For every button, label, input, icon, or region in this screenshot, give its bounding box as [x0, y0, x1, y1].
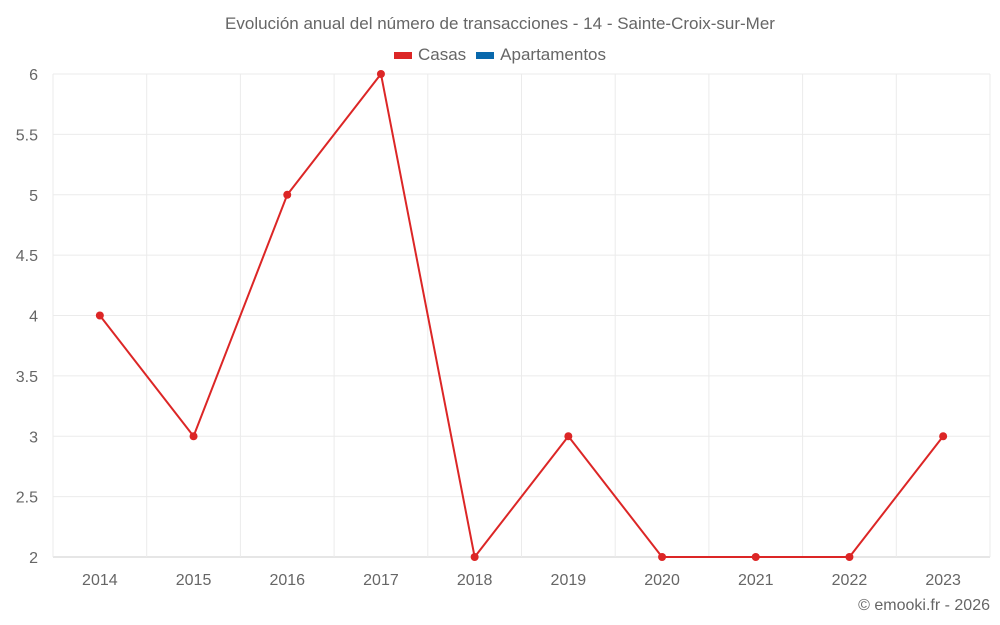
y-tick-label: 3.5 — [16, 369, 38, 386]
data-point — [564, 432, 573, 441]
data-point — [939, 432, 948, 441]
data-point — [283, 190, 292, 199]
data-point — [658, 553, 667, 561]
data-point — [470, 553, 479, 561]
x-tick-label: 2021 — [738, 572, 774, 589]
y-tick-label: 2.5 — [16, 490, 38, 507]
x-tick-label: 2017 — [363, 572, 399, 589]
legend: Casas Apartamentos — [0, 45, 1000, 65]
x-tick-label: 2022 — [832, 572, 868, 589]
y-tick-label: 5 — [29, 188, 38, 205]
legend-swatch-casas — [393, 51, 412, 59]
x-tick-label: 2015 — [176, 572, 212, 589]
credit-text: © emooki.fr - 2026 — [858, 597, 990, 614]
y-tick-label: 5.5 — [16, 127, 38, 144]
series-line-casas — [99, 71, 944, 560]
y-tick-label: 2 — [29, 550, 38, 567]
x-tick-label: 2018 — [457, 572, 493, 589]
y-tick-label: 4 — [29, 309, 38, 326]
y-tick-label: 6 — [29, 67, 38, 84]
x-tick-label: 2020 — [644, 572, 680, 589]
y-tick-label: 4.5 — [16, 248, 38, 265]
data-point — [189, 432, 198, 441]
x-tick-label: 2019 — [551, 572, 587, 589]
chart-title: Evolución anual del número de transaccio… — [225, 14, 775, 33]
x-tick-label: 2014 — [82, 572, 118, 589]
data-point — [376, 70, 385, 78]
data-point — [751, 553, 760, 561]
x-tick-label: 2023 — [925, 572, 961, 589]
x-tick-label: 2016 — [269, 572, 305, 589]
legend-label-apartamentos: Apartamentos — [500, 45, 607, 64]
legend-item-casas[interactable]: Casas — [393, 45, 467, 65]
legend-label-casas: Casas — [417, 45, 467, 64]
legend-swatch-apartamentos — [476, 51, 495, 59]
data-point — [845, 553, 854, 561]
y-tick-label: 3 — [29, 429, 38, 446]
data-point — [95, 311, 104, 320]
legend-item-apartamentos[interactable]: Apartamentos — [476, 45, 606, 65]
